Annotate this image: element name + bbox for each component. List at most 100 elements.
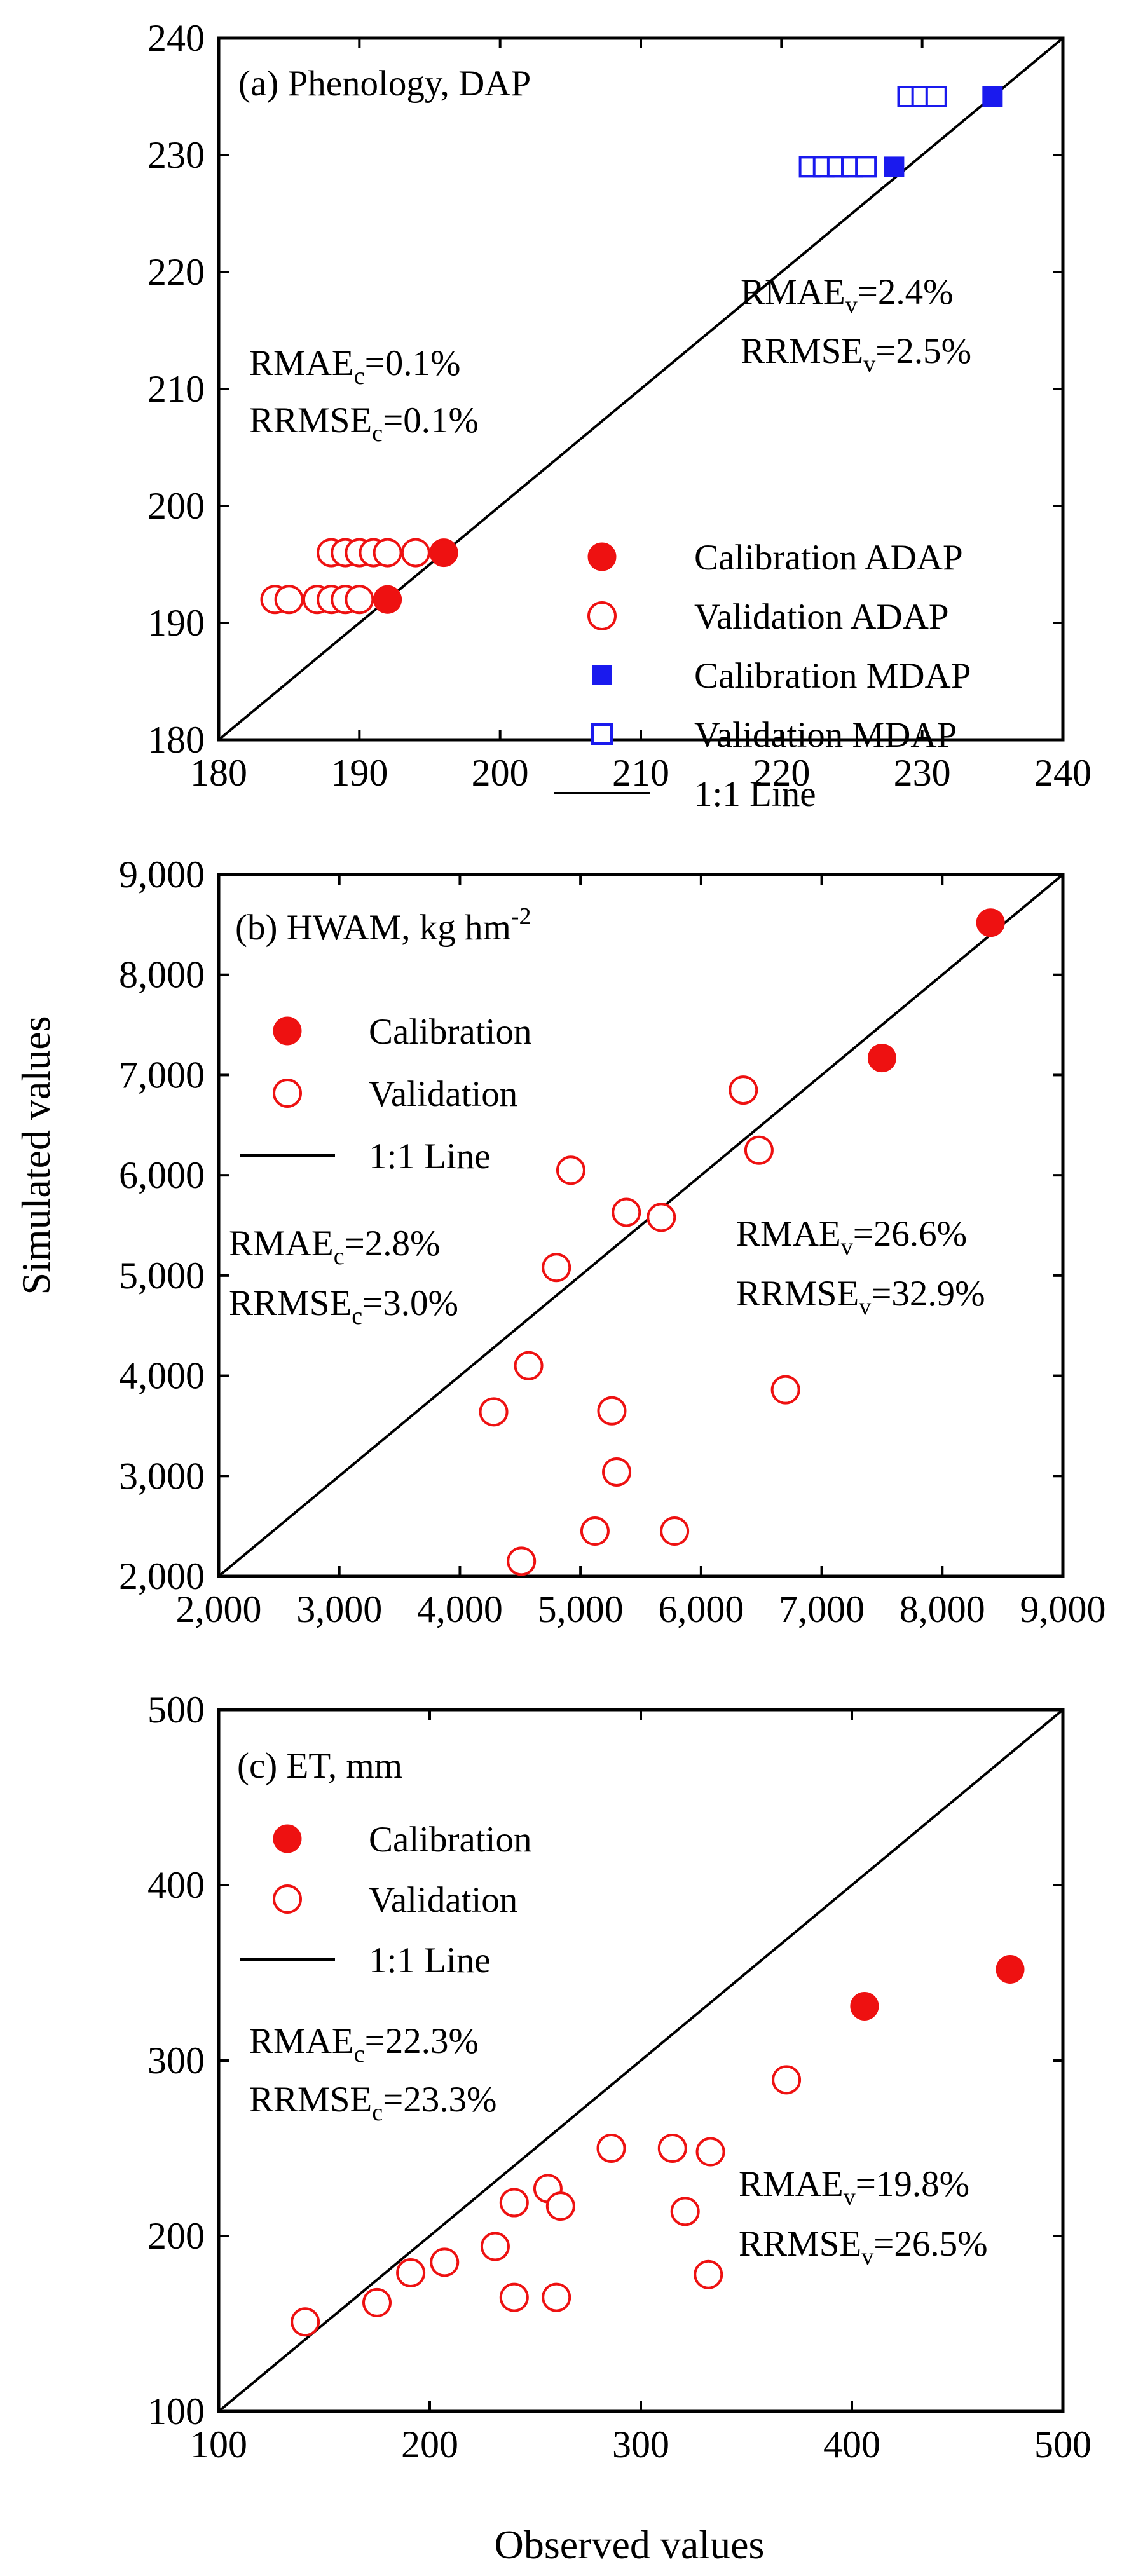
panel-b-x-tick-label: 8,000	[900, 1588, 985, 1630]
panel-a-y-tick-label: 190	[147, 602, 205, 644]
panel-c-y-tick-label: 100	[147, 2390, 205, 2432]
panel-b-validation-point	[612, 1197, 641, 1227]
panel-a-legend-label-calibration-adap: Calibration ADAP	[694, 538, 963, 578]
panel-b-validation-point	[602, 1457, 632, 1487]
panel-b-x-tick-label: 7,000	[779, 1588, 865, 1630]
panel-c-y-tick-label: 200	[147, 2215, 205, 2257]
panel-c-legend: Calibration Validation 1:1 Line	[240, 1820, 531, 1980]
panel-b-calibration-stat: RRMSEc=3.0%	[229, 1283, 458, 1330]
panel-b-validation-point	[479, 1397, 509, 1427]
panel-a-x-tick-label: 180	[190, 752, 247, 794]
panel-a-x-tick-label: 210	[612, 752, 669, 794]
panel-c-validation-point	[499, 2282, 529, 2312]
panel-a-phenology: 180 190 200 210 220 230 240 180 190 200 210 220 230 2…	[147, 17, 1091, 814]
panel-c-validation-point	[362, 2287, 392, 2317]
panel-c-validation-point	[670, 2197, 700, 2226]
panel-a-validation-stat-subscript: v	[863, 351, 875, 378]
panel-c-validation-point	[480, 2232, 510, 2261]
panel-a-legend-label-validation-mdap: Validation MDAP	[694, 715, 957, 755]
panel-a-calibration-stat-value: =0.1%	[383, 400, 479, 440]
panel-c-validation-point	[772, 2065, 802, 2095]
panel-a-calibration-stat-value: =0.1%	[365, 343, 461, 383]
panel-b-y-tick-label: 5,000	[119, 1255, 205, 1297]
panel-b-legend: Calibration Validation 1:1 Line	[240, 1012, 531, 1176]
panel-c-calibration-stat-value: =22.3%	[365, 2021, 479, 2061]
panel-a-legend-label-calibration-mdap: Calibration MDAP	[694, 656, 971, 696]
panel-a-calibration-stat-subscript: c	[372, 420, 383, 447]
panel-c-validation-point	[596, 2134, 626, 2163]
panel-b-x-tick-label: 5,000	[538, 1588, 624, 1630]
panel-b-validation-point	[647, 1203, 676, 1232]
panel-b-x-tick-label: 2,000	[176, 1588, 262, 1630]
panel-a-legend-label-1-1-line: 1:1 Line	[694, 774, 816, 814]
panel-a-x-tick-label: 200	[472, 752, 529, 794]
panel-b-plot-frame	[217, 873, 1065, 1578]
panel-b-one-to-one-line	[217, 873, 1064, 1578]
panel-b-y-tick-label: 7,000	[119, 1054, 205, 1096]
panel-b-validation-point	[580, 1516, 610, 1546]
panel-a-calibration-stat: RMAEc=0.1%	[249, 343, 460, 390]
panel-b-validation-point	[597, 1396, 627, 1426]
panel-c-y-tick-label: 300	[147, 2040, 205, 2082]
panel-b-y-tick-label: 8,000	[119, 954, 205, 996]
panel-b-y-tick-label: 4,000	[119, 1355, 205, 1397]
panel-c-x-tick-label: 400	[823, 2423, 880, 2465]
panel-c-calibration-stat-subscript: c	[372, 2099, 383, 2126]
panel-c-validation-stat-subscript: v	[844, 2184, 856, 2211]
panel-a-legend-marker-validation-mdap	[591, 723, 613, 745]
panel-b-legend-label-calibration: Calibration	[369, 1012, 531, 1052]
panel-c-calibration-stat: RMAEc=22.3%	[249, 2021, 479, 2068]
panel-c-x-tick-label: 100	[190, 2423, 247, 2465]
panel-b-calibration-point	[976, 908, 1005, 937]
panel-a-y-tick-label: 180	[147, 719, 205, 761]
panel-a-validation-mdap-point	[855, 156, 877, 178]
panel-b-y-tick-label: 9,000	[119, 854, 205, 896]
panel-c-validation-stat-subscript: v	[861, 2244, 873, 2270]
panel-c-calibration-point	[996, 1954, 1025, 1984]
panel-c-validation-point	[657, 2134, 687, 2163]
panel-c-y-tick-label: 400	[147, 1864, 205, 1906]
panel-a-x-tick-label: 230	[894, 752, 951, 794]
panel-b-validation-stat-value: =26.6%	[853, 1214, 967, 1254]
panel-a-y-tick-label: 230	[147, 134, 205, 176]
panel-a-validation-stat-value: =2.4%	[858, 272, 954, 312]
panel-a-calibration-mdap-point	[884, 156, 905, 177]
panel-c-validation-point	[291, 2307, 320, 2337]
panel-a-calibration-stat: RRMSEc=0.1%	[249, 400, 479, 447]
panel-c-calibration-point	[850, 1991, 879, 2021]
panel-c-legend-label-validation: Validation	[369, 1880, 517, 1920]
panel-c-validation-point	[545, 2191, 575, 2221]
panel-a-y-tick-label: 240	[147, 17, 205, 59]
panel-a-y-tick-label: 200	[147, 485, 205, 527]
panel-a-validation-stat: RRMSEv=2.5%	[741, 331, 971, 378]
panel-b-title-superscript: -2	[511, 903, 531, 930]
panel-b-validation-point	[770, 1375, 800, 1405]
panel-a-legend-label-validation-adap: Validation ADAP	[694, 597, 949, 637]
panel-b-x-tick-label: 6,000	[658, 1588, 744, 1630]
panel-a-legend-marker-validation-adap	[587, 601, 617, 630]
panel-b-legend-label-1-1-line: 1:1 Line	[369, 1136, 491, 1176]
panel-c-calibration-stat-value: =23.3%	[383, 2080, 496, 2120]
panel-a-x-tick-label: 240	[1034, 752, 1091, 794]
panel-b-hwam: 2,000 3,000 4,000 5,000 6,000 7,000 8,000 9,000…	[119, 854, 1106, 1630]
panel-a-validation-adap-point	[345, 585, 374, 615]
panel-b-y-tick-label: 3,000	[119, 1455, 205, 1497]
panel-c-y-tick-label: 500	[147, 1689, 205, 1731]
panel-a-validation-adap-point	[400, 538, 430, 568]
shared-x-axis-label: Observed values	[495, 2522, 765, 2567]
panel-b-validation-point	[744, 1135, 774, 1165]
panel-a-y-tick-label: 220	[147, 251, 205, 293]
panel-a-legend-marker-calibration-mdap	[592, 665, 612, 685]
panel-c-legend-marker-calibration	[273, 1824, 302, 1853]
panel-b-calibration-stat-value: =2.8%	[345, 1223, 441, 1264]
panel-b-x-tick-label: 4,000	[417, 1588, 503, 1630]
panel-b-validation-stat-value: =32.9%	[871, 1274, 985, 1314]
panel-a-validation-adap-point	[274, 585, 304, 615]
panel-c-legend-label-calibration: Calibration	[369, 1820, 531, 1860]
panel-b-validation-point	[507, 1546, 537, 1576]
panel-b-x-tick-label: 9,000	[1020, 1588, 1106, 1630]
panel-a-calibration-mdap-point	[982, 86, 1003, 107]
panel-b-validation-point	[729, 1075, 758, 1105]
panel-a-y-tick-label: 210	[147, 368, 205, 410]
panel-b-legend-marker-calibration	[273, 1016, 302, 1046]
